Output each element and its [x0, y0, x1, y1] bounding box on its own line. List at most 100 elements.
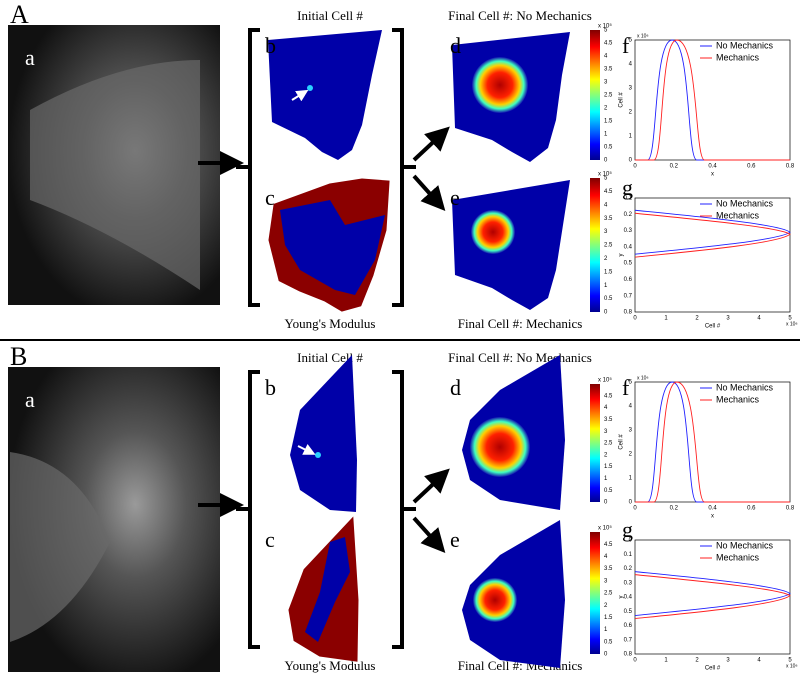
colorbar-tick: 0.5 — [604, 145, 613, 151]
final-title: Final Cell #: No Mechanics — [448, 8, 592, 23]
colorbar-tick: 1.5 — [604, 119, 613, 125]
y-tick-label: 5 — [629, 380, 633, 386]
legend-entry: No Mechanics — [716, 198, 774, 208]
legend-entry: Mechanics — [716, 394, 760, 404]
colorbar-tick: 3.5 — [604, 566, 613, 572]
y-tick-label: 0.8 — [624, 310, 633, 316]
arrow — [412, 516, 446, 553]
curve — [634, 574, 791, 619]
panel-label: d — [450, 375, 461, 400]
colorbar-tick: 4.5 — [604, 542, 613, 548]
colorbar-exponent: x 10⁵ — [598, 525, 612, 532]
bracket — [248, 370, 260, 649]
bracket — [248, 28, 260, 307]
colorbar-tick: 0.5 — [604, 639, 613, 645]
section-label: B — [10, 342, 27, 371]
plot-axes — [634, 39, 791, 161]
exponent: x 10⁶ — [637, 375, 649, 381]
x-tick-label: 3 — [726, 316, 730, 322]
colorbar-tick: 3.5 — [604, 67, 613, 73]
panel-label: d — [450, 33, 461, 58]
section-label: A — [10, 0, 29, 29]
colorbar — [590, 384, 600, 502]
exponent: x 10⁶ — [637, 33, 649, 39]
y-tick-label: 1 — [629, 134, 633, 140]
legend-entry: No Mechanics — [716, 540, 774, 550]
colorbar-tick: 0.5 — [604, 296, 613, 302]
y-tick-label: 0.1 — [624, 196, 633, 202]
y-axis-label: Cell # — [619, 92, 625, 108]
y-tick-label: 0.7 — [624, 293, 633, 299]
colorbar-tick: 1 — [604, 132, 608, 138]
soft-tissue — [305, 537, 350, 642]
y-tick-label: 0.5 — [624, 609, 633, 615]
colorbar-tick: 3 — [604, 229, 608, 235]
colorbar-exponent: x 10⁵ — [598, 171, 612, 178]
colorbar-tick: 1 — [604, 283, 608, 289]
x-tick-label: 0.8 — [786, 164, 795, 170]
x-tick-label: 0.4 — [708, 506, 717, 512]
colorbar-tick: 4 — [604, 202, 608, 208]
modulus-label: Young's Modulus — [285, 658, 376, 673]
x-tick-label: 2 — [695, 658, 699, 664]
y-tick-label: 0.8 — [624, 652, 633, 658]
domain — [290, 355, 357, 512]
arrow — [297, 444, 316, 455]
initial-title: Initial Cell # — [297, 350, 363, 365]
y-tick-label: 0.7 — [624, 637, 633, 643]
y-tick-label: 0.1 — [624, 552, 633, 558]
panel-label: b — [265, 375, 276, 400]
colorbar-tick: 3 — [604, 578, 608, 584]
colorbar-tick: 2 — [604, 452, 608, 458]
colorbar-tick: 2.5 — [604, 93, 613, 99]
panel-label: c — [265, 527, 275, 552]
tissue — [10, 452, 110, 642]
y-tick-label: 4 — [629, 62, 633, 68]
exponent: x 10⁶ — [786, 321, 798, 327]
initial-title: Initial Cell # — [297, 8, 363, 23]
tumor — [473, 578, 517, 622]
x-tick-label: 1 — [664, 316, 668, 322]
y-tick-label: 1 — [629, 476, 633, 482]
colorbar-tick: 4 — [604, 54, 608, 60]
x-tick-label: 0 — [633, 658, 637, 664]
panel-label: c — [265, 185, 275, 210]
bracket — [392, 370, 404, 649]
colorbar — [590, 178, 600, 312]
colorbar-tick: 5 — [604, 176, 608, 182]
final-title: Final Cell #: No Mechanics — [448, 350, 592, 365]
x-tick-label: 0.8 — [786, 506, 795, 512]
x-tick-label: 0 — [633, 506, 637, 512]
x-tick-label: 5 — [788, 658, 792, 664]
y-axis-label: y — [619, 254, 625, 257]
curve — [634, 571, 791, 616]
legend-entry: Mechanics — [716, 52, 760, 62]
y-tick-label: 0.3 — [624, 580, 633, 586]
colorbar-tick: 1 — [604, 476, 608, 482]
colorbar-tick: 4 — [604, 405, 608, 411]
colorbar-tick: 0 — [604, 500, 608, 506]
arrow — [291, 89, 309, 102]
colorbar-tick: 2.5 — [604, 441, 613, 447]
arrow — [412, 468, 450, 504]
colorbar-tick: 0 — [604, 310, 608, 316]
tumor-seed — [307, 85, 313, 91]
colorbar-tick: 2 — [604, 106, 608, 112]
final-title: Final Cell #: Mechanics — [458, 316, 583, 331]
colorbar-tick: 5 — [604, 28, 608, 34]
y-tick-label: 5 — [629, 38, 633, 44]
panel-label: e — [450, 185, 460, 210]
colorbar-tick: 3.5 — [604, 216, 613, 222]
y-tick-label: 0.5 — [624, 261, 633, 267]
plot-axes — [634, 539, 791, 655]
colorbar-tick: 2 — [604, 603, 608, 609]
colorbar-tick: 4.5 — [604, 41, 613, 47]
colorbar-tick: 2.5 — [604, 243, 613, 249]
x-axis-label: x — [711, 172, 714, 178]
curve — [634, 209, 791, 255]
colorbar-tick: 0.5 — [604, 488, 613, 494]
colorbar-tick: 3 — [604, 80, 608, 86]
x-tick-label: 0.2 — [670, 164, 679, 170]
domain — [452, 180, 570, 310]
x-axis-label: Cell # — [705, 324, 721, 330]
